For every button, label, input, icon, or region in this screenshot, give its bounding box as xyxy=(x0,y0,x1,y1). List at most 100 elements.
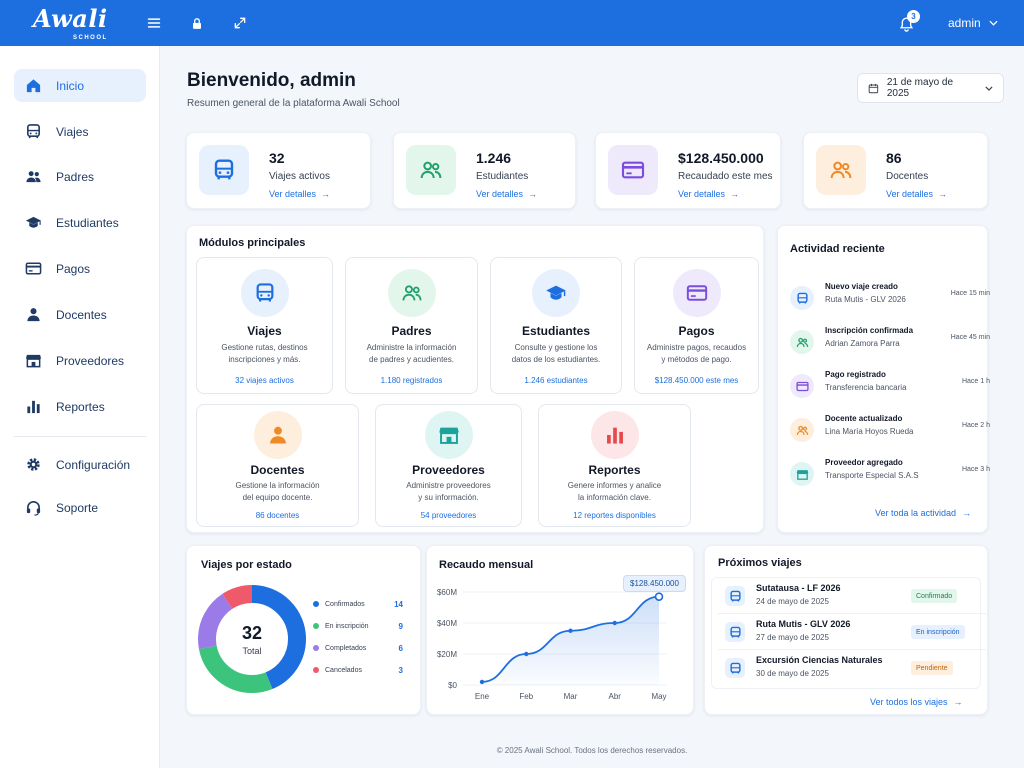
logo[interactable]: Awali SCHOOL xyxy=(33,7,108,42)
data-point[interactable] xyxy=(654,592,664,601)
activity-item[interactable]: Pago registrado Transferencia bancaria H… xyxy=(790,370,990,404)
bus-icon xyxy=(725,586,745,606)
menu-icon[interactable] xyxy=(145,14,163,32)
data-point[interactable] xyxy=(612,620,617,626)
upcoming-title: Próximos viajes xyxy=(718,557,802,569)
activity-item-sub: Adrian Zamora Parra xyxy=(825,339,900,348)
donut-slice-cancelados[interactable] xyxy=(198,585,306,693)
stat-card-recaudo: $128.450.000 Recaudado este mes Ver deta… xyxy=(595,132,781,209)
bus-icon xyxy=(725,622,745,642)
graduation-cap-icon xyxy=(25,216,42,228)
date-picker[interactable]: 21 de mayo de 2025 xyxy=(857,73,1004,103)
trips-status-title: Viajes por estado xyxy=(201,559,292,571)
legend-value: 6 xyxy=(398,643,403,653)
sidebar-divider xyxy=(14,436,146,437)
module-pagos[interactable]: Pagos Administre pagos, recaudos y método… xyxy=(634,257,759,394)
module-docentes[interactable]: Docentes Gestione la información del equi… xyxy=(196,404,359,527)
user-menu[interactable]: admin xyxy=(948,16,998,30)
legend-dot xyxy=(313,645,319,651)
upcoming-list: Sutatausa - LF 2026 24 de mayo de 2025 C… xyxy=(711,577,986,689)
legend-dot xyxy=(313,667,319,673)
user-icon xyxy=(27,308,40,322)
donut-slice-completados[interactable] xyxy=(198,585,306,693)
activity-item-title: Pago registrado xyxy=(825,370,886,379)
x-tick-label: Feb xyxy=(519,692,533,701)
chevron-down-icon xyxy=(985,85,993,91)
stat-value: 32 xyxy=(269,150,285,166)
users-icon xyxy=(790,330,814,354)
list-item[interactable]: Ruta Mutis - GLV 2026 27 de mayo de 2025… xyxy=(718,616,986,650)
module-title: Docentes xyxy=(250,463,305,477)
activity-item-time: Hace 3 h xyxy=(961,466,990,473)
sidebar-item-inicio[interactable]: Inicio xyxy=(14,69,146,102)
legend-dot xyxy=(313,601,319,607)
trip-name: Excursión Ciencias Naturales xyxy=(756,655,883,665)
activity-item[interactable]: Docente actualizado Lina María Hoyos Rue… xyxy=(790,414,990,448)
activity-item-time: Hace 1 h xyxy=(961,378,990,385)
stat-card-estudiantes: 1.246 Estudiantes Ver detalles → xyxy=(393,132,576,209)
sidebar-item-soporte[interactable]: Soporte xyxy=(14,491,146,524)
sidebar-item-configuracion[interactable]: Configuración xyxy=(14,448,146,481)
module-link[interactable]: 1.246 estudiantes xyxy=(524,376,588,385)
fullscreen-icon[interactable] xyxy=(231,14,249,32)
module-proveedores[interactable]: Proveedores Administre proveedores y su i… xyxy=(375,404,522,527)
data-point[interactable] xyxy=(479,679,485,685)
activity-item[interactable]: Inscripción confirmada Adrian Zamora Par… xyxy=(790,326,990,360)
users-icon xyxy=(406,145,456,195)
stat-details-link[interactable]: Ver detalles → xyxy=(476,189,538,199)
view-all-trips-link[interactable]: Ver todos los viajes → xyxy=(870,697,963,707)
module-link[interactable]: $128.450.000 este mes xyxy=(654,376,739,385)
modules-panel: Módulos principales Viajes Gestione ruta… xyxy=(186,225,764,533)
stat-value: 1.246 xyxy=(476,150,512,166)
legend-value: 14 xyxy=(394,599,403,609)
sidebar: Inicio Viajes Padres Estudiantes Pagos D… xyxy=(0,46,160,768)
module-reportes[interactable]: Reportes Genere informes y analice la inf… xyxy=(538,404,691,527)
sidebar-item-estudiantes[interactable]: Estudiantes xyxy=(14,206,146,239)
activity-item-sub: Transporte Especial S.A.S xyxy=(825,471,919,480)
bus-icon xyxy=(240,269,289,317)
legend-item: Cancelados 3 xyxy=(313,664,403,676)
module-viajes[interactable]: Viajes Gestione rutas, destinos inscripci… xyxy=(196,257,333,394)
module-padres[interactable]: Padres Administre la información de padre… xyxy=(345,257,478,394)
module-desc: Administre la información de padres y acu… xyxy=(366,343,457,364)
list-item[interactable]: Sutatausa - LF 2026 24 de mayo de 2025 C… xyxy=(718,580,986,614)
data-point[interactable] xyxy=(524,651,529,657)
activity-item-title: Inscripción confirmada xyxy=(825,326,914,335)
module-link[interactable]: 54 proveedores xyxy=(420,511,477,520)
activity-item[interactable]: Proveedor agregado Transporte Especial S… xyxy=(790,458,990,492)
module-link[interactable]: 12 reportes disponibles xyxy=(573,511,656,520)
donut-chart xyxy=(198,585,306,693)
revenue-title: Recaudo mensual xyxy=(439,559,534,571)
sidebar-item-viajes[interactable]: Viajes xyxy=(14,115,146,148)
module-link[interactable]: 1.180 registrados xyxy=(380,376,443,385)
stat-details-link[interactable]: Ver detalles → xyxy=(269,189,331,199)
module-link[interactable]: 32 viajes activos xyxy=(235,376,294,385)
activity-item[interactable]: Nuevo viaje creado Ruta Mutis - GLV 2026… xyxy=(790,282,990,316)
sidebar-item-padres[interactable]: Padres xyxy=(14,160,146,193)
sidebar-item-reportes[interactable]: Reportes xyxy=(14,390,146,423)
sidebar-item-docentes[interactable]: Docentes xyxy=(14,298,146,331)
trip-name: Sutatausa - LF 2026 xyxy=(756,583,841,593)
stat-details-link[interactable]: Ver detalles → xyxy=(886,189,948,199)
stat-value: $128.450.000 xyxy=(678,150,764,166)
sidebar-item-pagos[interactable]: Pagos xyxy=(14,252,146,285)
lock-icon[interactable] xyxy=(188,14,206,32)
stat-details-link[interactable]: Ver detalles → xyxy=(678,189,740,199)
bus-icon xyxy=(790,286,814,310)
donut-slice-en-inscripci-n[interactable] xyxy=(198,585,306,693)
sidebar-item-label: Proveedores xyxy=(56,353,125,368)
module-link[interactable]: 86 docentes xyxy=(255,511,300,520)
trip-date: 27 de mayo de 2025 xyxy=(756,633,829,642)
notification-bell[interactable]: 3 xyxy=(897,10,920,33)
y-tick-label: $0 xyxy=(448,681,457,690)
sidebar-item-proveedores[interactable]: Proveedores xyxy=(14,344,146,377)
user-name: admin xyxy=(948,16,981,30)
list-item[interactable]: Excursión Ciencias Naturales 30 de mayo … xyxy=(718,652,986,686)
legend-label: Cancelados xyxy=(325,666,362,674)
data-point[interactable] xyxy=(568,628,573,633)
module-estudiantes[interactable]: Estudiantes Consulte y gestione los datos… xyxy=(490,257,622,394)
view-all-activity-link[interactable]: Ver toda la actividad → xyxy=(875,508,972,518)
module-desc: Consulte y gestione los datos de los estu… xyxy=(511,343,601,364)
sidebar-item-label: Viajes xyxy=(56,124,89,139)
donut-total-label: Total xyxy=(242,646,262,656)
